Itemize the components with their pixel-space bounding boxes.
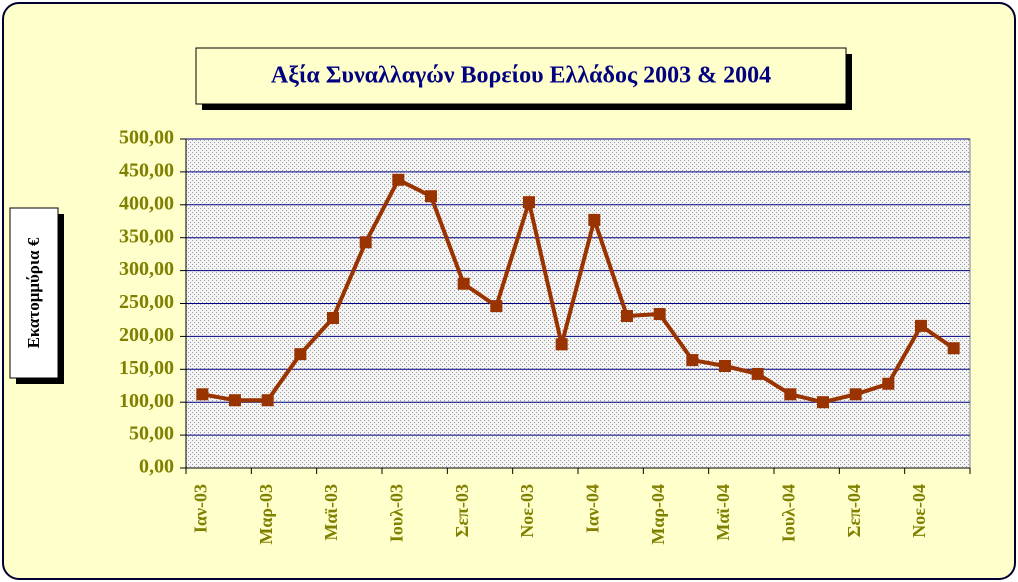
data-point — [653, 308, 666, 321]
data-point — [784, 388, 797, 401]
data-point — [915, 319, 927, 332]
x-tick-label: Ιαν-03 — [190, 484, 210, 533]
data-point — [229, 394, 241, 407]
data-point — [555, 338, 568, 351]
data-point — [425, 190, 437, 203]
data-point — [686, 354, 699, 367]
y-tick-label: 50,00 — [129, 423, 174, 445]
x-tick-label: Ιουλ-03 — [386, 484, 406, 542]
x-tick-label: Σεπ-04 — [844, 484, 864, 537]
y-tick-label: 0,00 — [139, 456, 174, 478]
data-point — [327, 311, 339, 324]
x-tick-label: Νοε-03 — [517, 484, 537, 538]
title-box — [195, 47, 847, 105]
data-point — [359, 236, 372, 249]
y-tick-label: 250,00 — [119, 291, 174, 313]
y-label-box — [9, 207, 59, 379]
y-tick-label: 100,00 — [119, 390, 174, 412]
x-tick-label: Μαρ-04 — [648, 484, 668, 545]
y-tick-label: 450,00 — [119, 159, 174, 181]
data-point — [719, 360, 731, 373]
data-point — [621, 310, 633, 323]
data-point — [882, 377, 895, 390]
x-tick-label: Μαϊ-03 — [321, 484, 341, 541]
data-point — [817, 396, 829, 409]
data-point — [588, 213, 601, 226]
x-tick-label: Νοε-04 — [909, 484, 929, 538]
data-point — [196, 388, 209, 401]
x-tick-label: Μαρ-03 — [256, 484, 276, 545]
data-point — [849, 388, 862, 401]
x-tick-label: Μαϊ-04 — [713, 484, 733, 541]
x-tick-label: Ιουλ-04 — [778, 484, 798, 542]
y-tick-label: 150,00 — [119, 357, 174, 379]
data-point — [392, 173, 405, 186]
data-point — [751, 367, 764, 380]
y-tick-label: 200,00 — [119, 324, 174, 346]
y-tick-label: 400,00 — [119, 192, 174, 214]
y-tick-label: 300,00 — [119, 258, 174, 280]
y-tick-label: 500,00 — [119, 127, 174, 149]
data-point — [457, 277, 470, 290]
data-point — [523, 196, 535, 209]
data-point — [261, 394, 274, 407]
x-tick-label: Ιαν-04 — [582, 484, 602, 533]
data-point — [294, 348, 307, 361]
chart-title: Αξία Συναλλαγών Βορείου Ελλάδος 2003 & 2… — [271, 63, 771, 89]
data-point — [947, 342, 960, 355]
y-tick-label: 350,00 — [119, 225, 174, 247]
x-tick-label: Σεπ-03 — [452, 484, 472, 537]
y-axis-label: Εκατομμύρια € — [24, 237, 43, 348]
data-point — [490, 300, 503, 313]
